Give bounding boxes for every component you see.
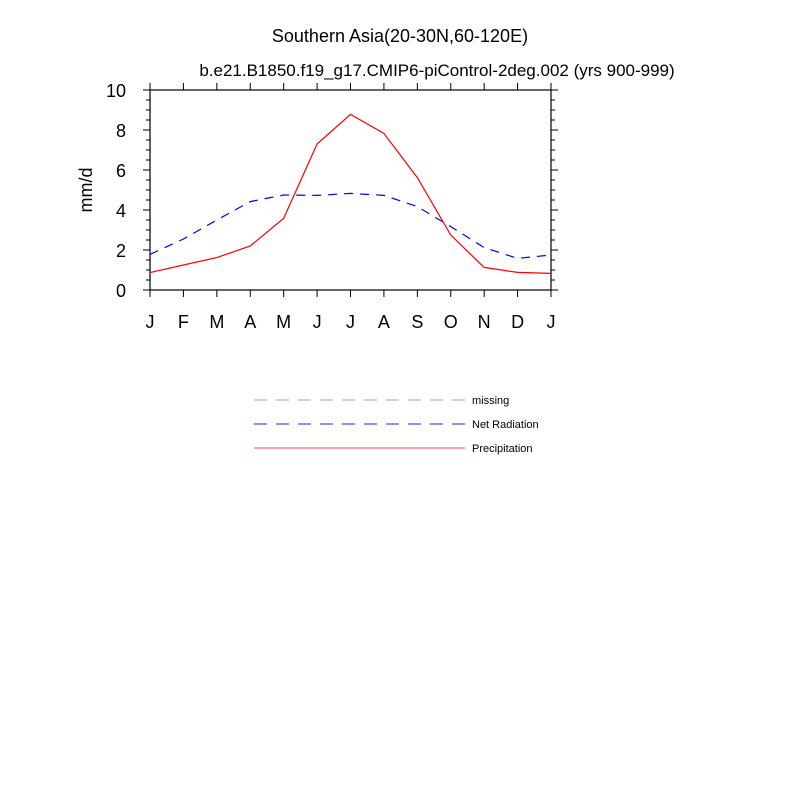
plot-frame <box>149 89 552 291</box>
x-tick-label: M <box>276 312 291 332</box>
x-tick-label: F <box>178 312 189 332</box>
x-tick-label: D <box>511 312 524 332</box>
x-tick-label: J <box>146 312 155 332</box>
series-line-net-radiation <box>149 192 552 260</box>
x-tick-label: A <box>244 312 256 332</box>
y-axis-label: mm/d <box>76 168 96 213</box>
x-tick-label: J <box>547 312 556 332</box>
chart-subtitle: b.e21.B1850.f19_g17.CMIP6-piControl-2deg… <box>199 61 674 80</box>
legend-label: Net Radiation <box>472 419 539 431</box>
x-tick-label: J <box>346 312 355 332</box>
series-line-precipitation <box>149 113 552 274</box>
y-tick-label: 4 <box>116 201 126 221</box>
y-tick-label: 10 <box>106 81 126 101</box>
y-tick-label: 8 <box>116 121 126 141</box>
y-tick-label: 0 <box>116 281 126 301</box>
x-tick-label: J <box>313 312 322 332</box>
x-tick-label: M <box>209 312 224 332</box>
x-tick-label: A <box>378 312 390 332</box>
y-tick-label: 2 <box>116 241 126 261</box>
x-tick-label: N <box>478 312 491 332</box>
legend-label: Precipitation <box>472 443 533 455</box>
legend-label: missing <box>472 395 509 407</box>
y-tick-label: 6 <box>116 161 126 181</box>
x-tick-label: O <box>444 312 458 332</box>
x-tick-label: S <box>411 312 423 332</box>
chart-title: Southern Asia(20-30N,60-120E) <box>272 26 528 46</box>
